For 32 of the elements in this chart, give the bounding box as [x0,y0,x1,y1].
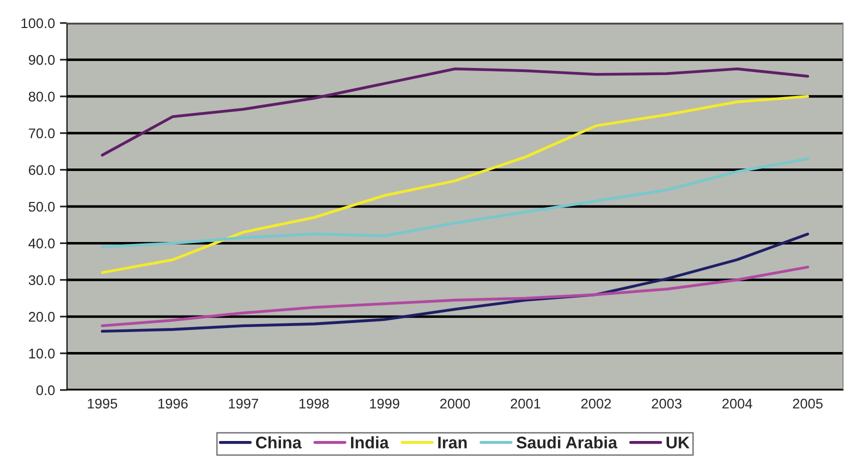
y-tick-label: 30.0 [28,275,55,286]
y-tick-label: 80.0 [28,92,55,102]
y-tick-label: 70.0 [28,128,55,138]
legend-label: Saudi Arabia [516,436,618,448]
x-tick-label: 1995 [88,398,118,409]
x-tick-label: 1997 [228,398,258,409]
x-tick-label: 2004 [722,398,752,409]
y-tick-label: 20.0 [28,312,55,322]
x-tick-label: 2003 [652,398,682,409]
x-tick-label: 1996 [158,398,188,409]
legend-label: China [256,436,302,448]
x-tick-label: 2001 [510,398,540,409]
y-tick-label: 60.0 [28,165,55,175]
legend-label: India [351,436,389,448]
line-series [100,266,810,328]
y-tick-label: 10.0 [29,348,55,358]
line-series [100,157,810,248]
x-tick-label: 1998 [300,398,329,409]
line-series [100,95,810,274]
y-tick-label: 40.0 [28,238,55,248]
y-tick-label: 100.0 [22,18,55,28]
y-tick-label: 50.0 [28,202,55,212]
y-tick-label: 0.0 [36,385,55,396]
line-series [100,67,810,157]
x-tick-label: 2000 [440,398,470,409]
legend-label: Iran [438,436,467,448]
legend-label: UK [666,436,690,448]
x-tick-label: 2005 [792,398,823,409]
x-tick-label: 2002 [581,398,611,409]
y-tick-label: 90.0 [28,55,55,65]
x-tick-label: 1999 [370,398,400,409]
line-series [100,232,810,333]
